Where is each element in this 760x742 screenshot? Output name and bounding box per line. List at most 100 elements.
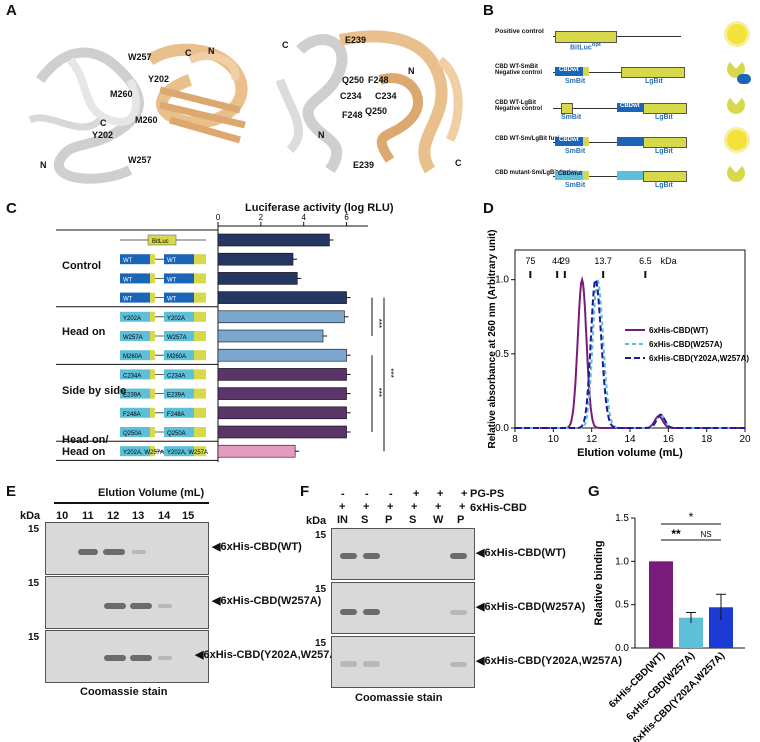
construct-label: WT [167, 258, 177, 264]
subunit-label: SmBit [561, 114, 582, 121]
kda-label: kDa [20, 510, 41, 522]
marker-label: 15 [28, 632, 40, 643]
fraction-label: 10 [56, 510, 69, 522]
subunit-label: SmBit [565, 182, 586, 189]
construct-box [150, 407, 155, 418]
subunit-label: SmBit [565, 78, 586, 85]
construct-row-smbit: CBD WT-SmBit Negative control CBDwt SmBi… [495, 56, 760, 90]
band-label: ◀6xHis-CBD(Y202A,W257A) [195, 649, 342, 661]
construct-box [164, 311, 194, 322]
marker-label: 15 [315, 638, 327, 649]
luciferase-chart: 0 2 4 6 BitLuc WT WT WT WT WT WT Y202A Y202A W257A W25… [56, 213, 395, 462]
marker-label: 15 [28, 524, 40, 535]
residue-label: Q250 [365, 106, 388, 116]
residue-label: W257 [128, 155, 152, 165]
construct-label: C234A [123, 373, 141, 379]
legend-label: 6xHis-CBD(W257A) [649, 340, 723, 349]
pgps-sign: - [365, 488, 369, 500]
panel-label-g: G [588, 483, 600, 500]
marker-label: 15 [28, 578, 40, 589]
sig-label: * [689, 510, 694, 524]
construct-box [120, 388, 150, 399]
fraction-label: 12 [107, 510, 120, 522]
y-tick-label: 0.0 [495, 423, 509, 434]
construct-box [164, 292, 194, 303]
mw-label: 6.5 [639, 256, 652, 266]
marker-label: 15 [315, 530, 327, 541]
panel-label-d: D [483, 200, 494, 217]
construct-row-wt-fusion: CBD WT-Sm/LgBit fusion CBDwt SmBit LgBit [495, 126, 760, 160]
pgps-sign: - [389, 488, 393, 500]
sign-rows: - + IN - + S - + P + + S + + W + + P [333, 488, 473, 528]
construct-box [164, 331, 194, 341]
row-name: CBD WT-Sm/LgBit fusion [495, 136, 567, 142]
fraction-label: 11 [82, 510, 94, 522]
construct-label: F248A [123, 412, 141, 418]
residue-label: Y202 [92, 130, 114, 140]
x-tick-label: 8 [512, 434, 518, 445]
construct-label: WT [123, 277, 133, 283]
construct-box [120, 254, 150, 265]
row-name: CBD mutant-Sm/LgBit fusion [495, 170, 578, 176]
x-tick-label: 18 [701, 434, 713, 445]
lane-label: P [457, 514, 465, 526]
y-tick-label: 0.5 [495, 349, 509, 360]
construct-label: W257A [167, 335, 187, 341]
residue-label: N [408, 66, 415, 76]
residue-label: C [282, 40, 289, 50]
residue-label: W257 [128, 52, 152, 62]
pgps-sign: + [437, 488, 444, 500]
elution-chart: 8 10 12 14 16 18 20 0.0 0.5 1.0 Elution volume (mL… [487, 230, 751, 459]
his-sign: + [363, 501, 370, 513]
pgps-sign: + [461, 488, 468, 500]
stain-label: Coomassie stain [80, 686, 168, 698]
construct-box [164, 254, 194, 265]
pacman-icon [727, 60, 745, 78]
panel-label-f: F [300, 483, 310, 500]
bar [217, 406, 347, 420]
construct-label: Y202A [123, 316, 141, 322]
y-tick-label: 1.0 [495, 275, 509, 286]
subunit-label: LgBit [655, 148, 673, 155]
construct-box [164, 446, 194, 457]
construct-box [194, 407, 206, 418]
lane-label: S [361, 514, 369, 526]
sun-icon [727, 130, 747, 150]
y-tick-label: 1.5 [615, 513, 629, 524]
y-tick-label: 1.0 [615, 556, 629, 567]
construct-label: WT [123, 258, 133, 264]
construct-box [164, 273, 194, 284]
row-name: CBD WT-SmBit Negative control [495, 64, 543, 76]
subunit-label: SmBit [565, 148, 586, 155]
construct-label: WT [167, 297, 177, 303]
band-label: ◀6xHis-CBD(W257A) [212, 595, 322, 607]
x-tick-label: 12 [586, 434, 598, 445]
plot-frame [514, 249, 746, 429]
bar [217, 368, 347, 381]
sig-label: *** [386, 368, 395, 377]
y-axis-label: Relative absorbance at 260 nm (Arbitrary… [487, 230, 498, 449]
construct-label: E239A [167, 393, 185, 399]
construct-box [194, 311, 206, 322]
bar [217, 387, 347, 400]
residue-label: F248 [368, 75, 389, 85]
luciferase-title: Luciferase activity (log RLU) [245, 202, 394, 214]
construct-box [120, 273, 150, 284]
construct-box [164, 350, 194, 361]
his-sign: + [339, 501, 346, 513]
group-label: Control [62, 260, 102, 272]
construct-label: Q250A [123, 431, 142, 437]
construct-label: C234A [167, 373, 185, 379]
x-tick-label: 16 [663, 434, 675, 445]
construct-label: Y202A [167, 316, 185, 322]
construct-box [120, 407, 150, 418]
construct-box [164, 388, 194, 399]
residue-label: M260 [110, 89, 133, 99]
pgps-sign: - [341, 488, 345, 500]
legend-label: 6xHis-CBD(WT) [649, 326, 708, 335]
his-sign: + [411, 501, 418, 513]
construct-box [150, 369, 155, 380]
construct-box [147, 234, 177, 246]
bar [217, 310, 345, 324]
bar [217, 444, 296, 458]
